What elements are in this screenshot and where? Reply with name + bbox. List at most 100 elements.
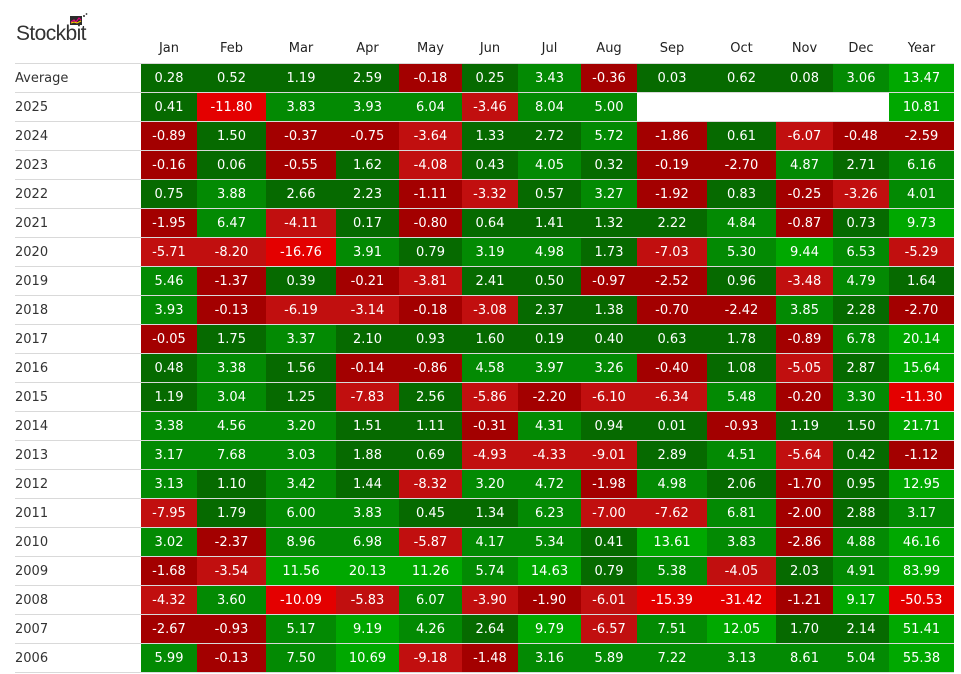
return-cell-sep: -6.34 — [637, 382, 707, 412]
return-cell-jul: 9.79 — [518, 614, 581, 644]
return-cell-may: -0.18 — [399, 63, 462, 93]
return-cell-may: 0.69 — [399, 440, 462, 470]
return-cell-jan: 3.93 — [141, 295, 197, 325]
return-cell-year: -2.59 — [889, 121, 954, 151]
return-cell-dec: 5.04 — [833, 643, 889, 673]
return-cell-feb: 6.47 — [197, 208, 266, 238]
return-cell-aug: 0.94 — [581, 411, 637, 441]
return-cell-jan: -0.16 — [141, 150, 197, 180]
return-cell-dec: 0.95 — [833, 469, 889, 499]
table-row: 2007 -2.67 -0.93 5.17 9.19 4.26 2.64 9.79 -6.57 7… — [15, 614, 954, 644]
table-row: 2010 3.02 -2.37 8.96 6.98 -5.87 4.17 5.34 0.41 13… — [15, 527, 954, 557]
return-cell-feb: 1.79 — [197, 498, 266, 528]
column-header-dec: Dec — [833, 26, 889, 64]
return-cell-mar: -0.55 — [266, 150, 336, 180]
return-cell-apr: 1.51 — [336, 411, 399, 441]
return-cell-jun: -1.48 — [462, 643, 518, 673]
row-label: Average — [15, 63, 141, 93]
return-cell-dec: 6.53 — [833, 237, 889, 267]
return-cell-jun: 4.58 — [462, 353, 518, 383]
return-cell-mar: -10.09 — [266, 585, 336, 615]
return-cell-jul: 3.16 — [518, 643, 581, 673]
return-cell-oct: 3.13 — [707, 643, 776, 673]
return-cell-jan: 5.46 — [141, 266, 197, 296]
return-cell-nov: 2.03 — [776, 556, 833, 586]
return-cell-jul: -2.20 — [518, 382, 581, 412]
row-label: 2018 — [15, 295, 141, 325]
return-cell-oct: 5.48 — [707, 382, 776, 412]
return-cell-jun: 1.34 — [462, 498, 518, 528]
table-row: 2019 5.46 -1.37 0.39 -0.21 -3.81 2.41 0.50 -0.97… — [15, 266, 954, 296]
row-label: 2019 — [15, 266, 141, 296]
return-cell-nov — [776, 92, 833, 122]
return-cell-apr: -3.14 — [336, 295, 399, 325]
return-cell-nov: -1.21 — [776, 585, 833, 615]
return-cell-mar: 3.03 — [266, 440, 336, 470]
return-cell-may: -9.18 — [399, 643, 462, 673]
return-cell-year: -1.12 — [889, 440, 954, 470]
return-cell-dec: 1.50 — [833, 411, 889, 441]
return-cell-jul: 4.31 — [518, 411, 581, 441]
return-cell-year: 6.16 — [889, 150, 954, 180]
return-cell-jan: 0.75 — [141, 179, 197, 209]
return-cell-jun: -3.90 — [462, 585, 518, 615]
return-cell-may: 6.04 — [399, 92, 462, 122]
return-cell-jul: -1.90 — [518, 585, 581, 615]
return-cell-jul: 4.98 — [518, 237, 581, 267]
corner-cell — [15, 26, 141, 64]
return-cell-year: 55.38 — [889, 643, 954, 673]
return-cell-may: -5.87 — [399, 527, 462, 557]
return-cell-jan: -7.95 — [141, 498, 197, 528]
table-row: 2025 0.41 -11.80 3.83 3.93 6.04 -3.46 8.04 5.00 1… — [15, 92, 954, 122]
return-cell-jan: 3.13 — [141, 469, 197, 499]
row-label: 2023 — [15, 150, 141, 180]
return-cell-may: -4.08 — [399, 150, 462, 180]
return-cell-aug: 0.79 — [581, 556, 637, 586]
return-cell-jan: 0.28 — [141, 63, 197, 93]
return-cell-aug: 0.40 — [581, 324, 637, 354]
return-cell-jul: 14.63 — [518, 556, 581, 586]
return-cell-feb: 0.06 — [197, 150, 266, 180]
return-cell-sep: -15.39 — [637, 585, 707, 615]
table-row: 2022 0.75 3.88 2.66 2.23 -1.11 -3.32 0.57 3.27 -1… — [15, 179, 954, 209]
return-cell-sep: -1.92 — [637, 179, 707, 209]
return-cell-sep: -1.86 — [637, 121, 707, 151]
row-label: 2014 — [15, 411, 141, 441]
return-cell-nov: 4.87 — [776, 150, 833, 180]
return-cell-mar: 1.19 — [266, 63, 336, 93]
return-cell-feb: -0.13 — [197, 643, 266, 673]
return-cell-aug: -9.01 — [581, 440, 637, 470]
return-cell-mar: -16.76 — [266, 237, 336, 267]
return-cell-sep: 2.89 — [637, 440, 707, 470]
return-cell-year: 12.95 — [889, 469, 954, 499]
return-cell-dec: 2.71 — [833, 150, 889, 180]
return-cell-may: -1.11 — [399, 179, 462, 209]
return-cell-mar: -6.19 — [266, 295, 336, 325]
return-cell-jul: 0.57 — [518, 179, 581, 209]
return-cell-oct: 0.62 — [707, 63, 776, 93]
return-cell-nov: -5.64 — [776, 440, 833, 470]
return-cell-dec: 2.88 — [833, 498, 889, 528]
table-row: 2013 3.17 7.68 3.03 1.88 0.69 -4.93 -4.33 -9.01 2… — [15, 440, 954, 470]
return-cell-jun: 5.74 — [462, 556, 518, 586]
return-cell-year: 83.99 — [889, 556, 954, 586]
return-cell-mar: -0.37 — [266, 121, 336, 151]
row-label: 2021 — [15, 208, 141, 238]
table-row: 2020 -5.71 -8.20 -16.76 3.91 0.79 3.19 4.98 1.73… — [15, 237, 954, 267]
return-cell-year: 51.41 — [889, 614, 954, 644]
row-label: 2016 — [15, 353, 141, 383]
return-cell-jun: 1.33 — [462, 121, 518, 151]
return-cell-sep — [637, 92, 707, 122]
return-cell-year: -2.70 — [889, 295, 954, 325]
column-header-year: Year — [889, 26, 954, 64]
return-cell-dec: -0.48 — [833, 121, 889, 151]
return-cell-may: -3.81 — [399, 266, 462, 296]
return-cell-apr: 2.23 — [336, 179, 399, 209]
return-cell-year: 9.73 — [889, 208, 954, 238]
return-cell-aug: -0.36 — [581, 63, 637, 93]
return-cell-jul: 0.19 — [518, 324, 581, 354]
table-row: 2009 -1.68 -3.54 11.56 20.13 11.26 5.74 14.63 0.… — [15, 556, 954, 586]
return-cell-oct: -0.93 — [707, 411, 776, 441]
return-cell-oct: -31.42 — [707, 585, 776, 615]
return-cell-year: -50.53 — [889, 585, 954, 615]
